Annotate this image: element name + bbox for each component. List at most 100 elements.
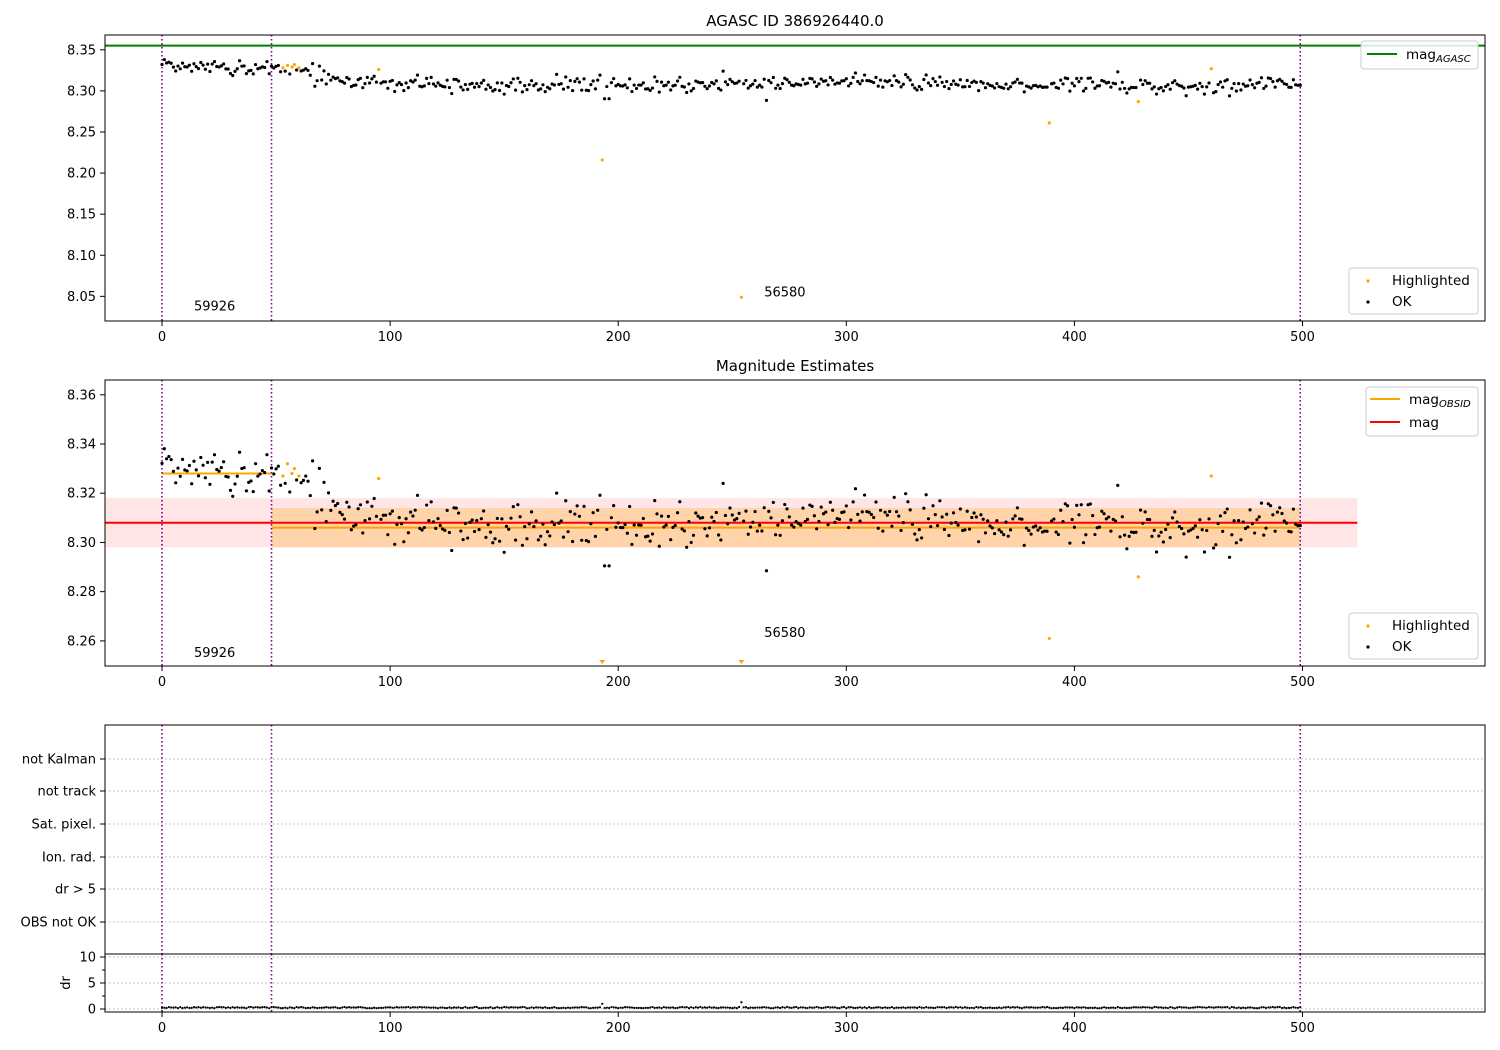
ok-point [1081, 89, 1086, 93]
ok-point [783, 502, 787, 507]
agasc-panel: AGASC ID 386926440.0 0 100 200 300 400 500 8.… [67, 12, 1486, 345]
ok-point [582, 504, 586, 508]
ok-point [669, 88, 673, 92]
x-tick-label: 300 [834, 675, 859, 690]
obsid-annotation: 56580 [764, 285, 805, 300]
ok-point [1065, 77, 1070, 81]
ok-point [443, 85, 447, 89]
dr-point [858, 1006, 862, 1009]
dr-point [345, 1006, 348, 1009]
dr-point [505, 1006, 508, 1009]
ok-point [945, 79, 949, 84]
ok-point [591, 511, 595, 515]
ok-point [260, 468, 264, 473]
ok-point [1273, 529, 1277, 533]
ok-point [792, 525, 796, 529]
ok-point [712, 519, 716, 524]
highlighted-point [1209, 474, 1213, 478]
ok-point [1004, 520, 1008, 524]
ok-point [466, 87, 470, 92]
ok-point [203, 67, 207, 71]
ok-point [1246, 84, 1250, 88]
ok-point [1043, 529, 1047, 533]
dr-point [1267, 1006, 1270, 1009]
ok-point [413, 508, 417, 512]
dr-point [922, 1006, 925, 1009]
ok-point [1123, 533, 1127, 537]
ok-point [678, 500, 682, 504]
dr-point [439, 1006, 442, 1009]
dr-point [842, 1005, 846, 1009]
obsid-annotation: 59926 [194, 299, 235, 314]
dr-point [621, 1006, 624, 1009]
ok-point [707, 526, 712, 530]
ok-point [1125, 547, 1129, 551]
ok-point [753, 78, 757, 83]
dr-point [1050, 1007, 1053, 1010]
dr-point [1014, 1006, 1017, 1009]
ok-point [468, 520, 472, 524]
ok-point [1034, 524, 1038, 528]
ok-point [258, 472, 262, 476]
dr-point [1194, 1006, 1197, 1009]
ok-point [470, 81, 474, 85]
dr-point [1029, 1006, 1033, 1009]
x-tick-label: 300 [834, 1021, 859, 1036]
ok-point [799, 83, 803, 87]
ok-point [767, 509, 771, 513]
ok-point [1207, 81, 1211, 85]
ok-point [1159, 530, 1163, 534]
ok-point [178, 67, 182, 71]
ok-point [1250, 522, 1254, 526]
dr-point [539, 1006, 542, 1009]
dr-point [343, 1005, 346, 1009]
dr-point [594, 1006, 597, 1009]
dr-point [806, 1006, 809, 1010]
dr-point [1219, 1006, 1222, 1009]
dr-point [163, 1006, 166, 1009]
dr-point [306, 1006, 310, 1009]
mag-legend-label: mag [1409, 415, 1439, 431]
ok-point [1013, 514, 1017, 518]
ok-point [801, 506, 805, 510]
ok-point [253, 462, 258, 466]
ok-point [593, 534, 598, 538]
ok-point [393, 89, 397, 94]
ok-point [755, 529, 759, 533]
ok-point [479, 81, 483, 85]
ok-point [340, 79, 344, 84]
dr-point [886, 1006, 889, 1009]
ok-point [1015, 77, 1020, 81]
ok-point [443, 528, 447, 532]
ok-point [778, 533, 782, 537]
ok-point [1227, 94, 1232, 98]
ok-point [1068, 89, 1072, 93]
ok-point [288, 490, 292, 494]
dr-point [361, 1006, 364, 1009]
ok-point [723, 80, 728, 84]
highlighted-point [281, 474, 285, 478]
ok-point [851, 75, 855, 79]
highlighted-point [292, 62, 296, 67]
ok-point [1234, 89, 1238, 93]
ok-point [913, 532, 917, 536]
ok-point [450, 91, 454, 96]
ok-point [1271, 80, 1275, 84]
dr-point [1255, 1007, 1258, 1010]
ok-point [493, 537, 497, 541]
ok-point [929, 524, 933, 529]
ok-point [1056, 86, 1061, 90]
ok-point [728, 77, 732, 81]
ok-point [388, 512, 392, 516]
dr-point [256, 1006, 259, 1009]
ok-point [1275, 510, 1280, 514]
dr-point [281, 1007, 285, 1010]
ok-point [1145, 517, 1150, 522]
dr-point [1160, 1006, 1163, 1009]
dr-point [840, 1006, 843, 1009]
ok-point [532, 525, 536, 529]
ok-point [397, 515, 401, 520]
dr-point [190, 1006, 193, 1009]
dr-point [938, 1006, 941, 1009]
ok-point [1221, 85, 1225, 89]
